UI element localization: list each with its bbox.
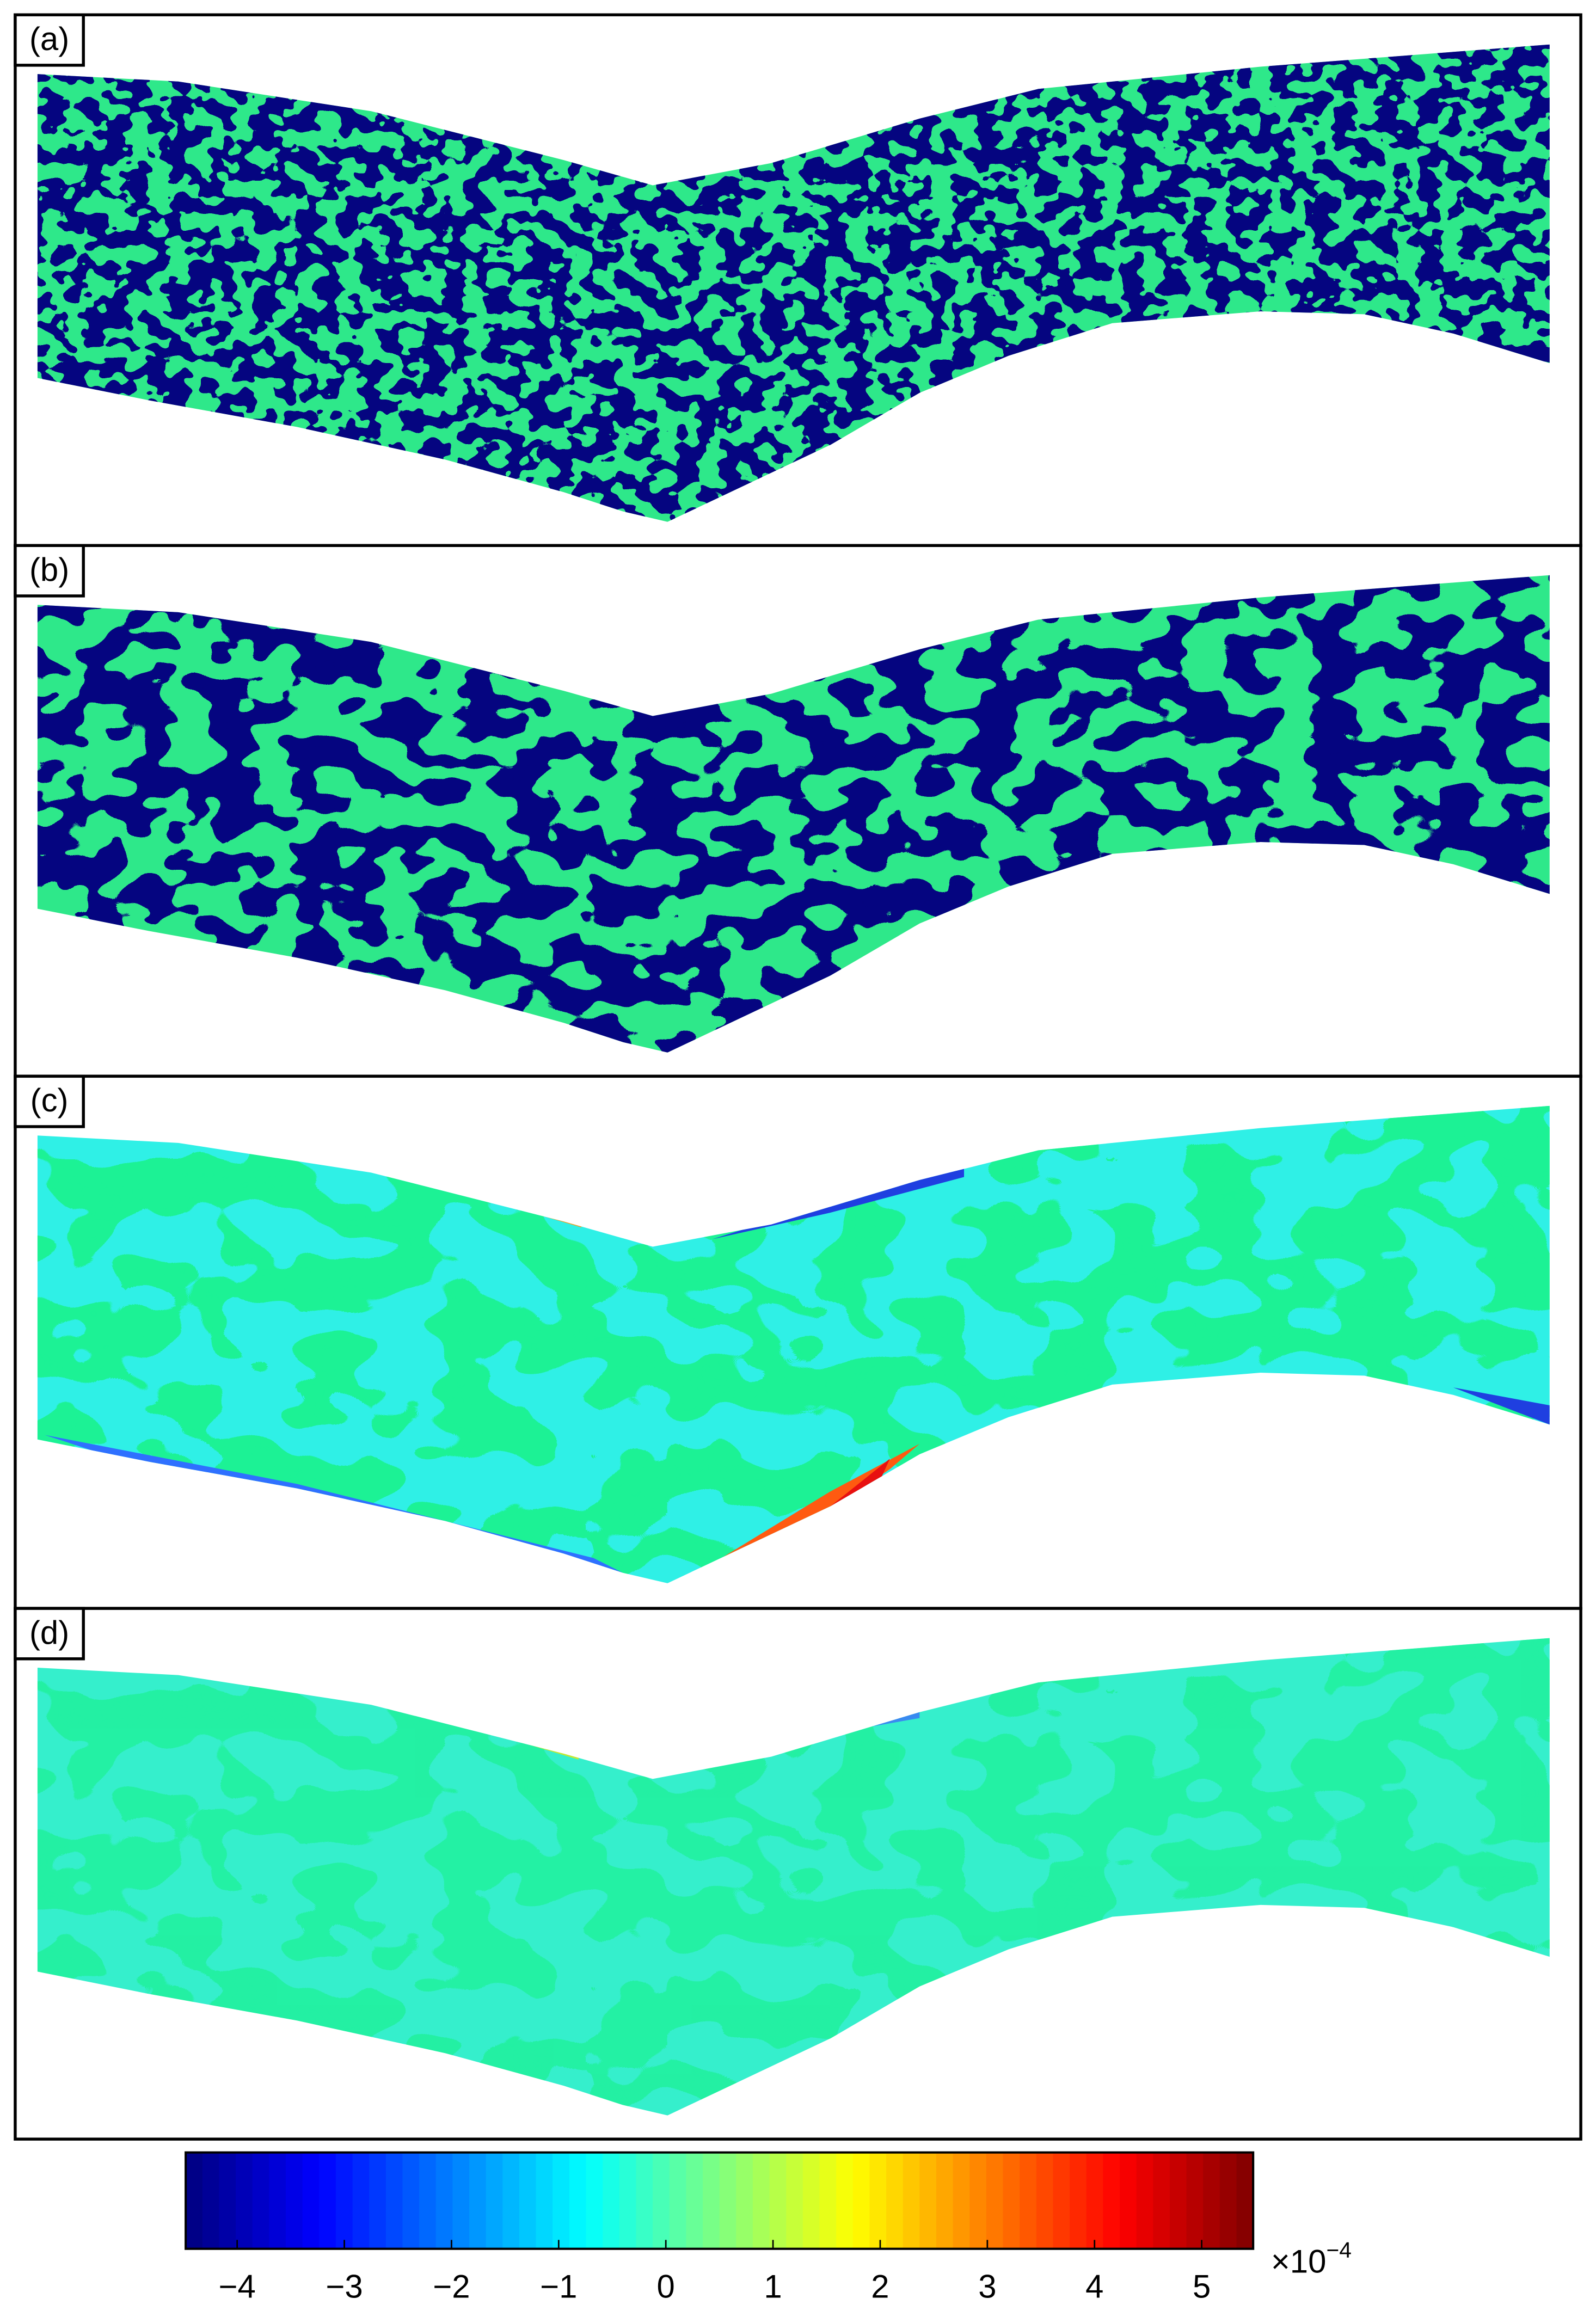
colorbar-segment xyxy=(1136,2152,1154,2249)
colorbar-segment xyxy=(1186,2152,1204,2249)
colorbar-segment xyxy=(1103,2152,1121,2249)
colorbar-segment xyxy=(1053,2152,1071,2249)
panel-label-box xyxy=(14,1607,85,1661)
colorbar-segment xyxy=(969,2152,987,2249)
colorbar-segment xyxy=(302,2152,320,2249)
colorbar-segment xyxy=(603,2152,621,2249)
colorbar-segment xyxy=(786,2152,804,2249)
colorbar-segment xyxy=(269,2152,287,2249)
colorbar-segment xyxy=(686,2152,704,2249)
colorbar-tick-label: 2 xyxy=(871,2269,889,2305)
panel-b xyxy=(14,544,1582,1078)
colorbar-segment xyxy=(452,2152,470,2249)
colorbar-segment xyxy=(619,2152,637,2249)
panel-d xyxy=(14,1607,1582,2141)
colorbar-segment xyxy=(886,2152,904,2249)
colorbar-segment xyxy=(1203,2152,1221,2249)
multiplier-base: ×10 xyxy=(1271,2243,1327,2279)
panel-label: (b) xyxy=(29,551,69,588)
colorbar-segment xyxy=(1086,2152,1104,2249)
colorbar-segment xyxy=(1219,2152,1238,2249)
colorbar-segment xyxy=(536,2152,554,2249)
colorbar-segment xyxy=(186,2152,204,2249)
colorbar-segment xyxy=(836,2152,854,2249)
colorbar-segment xyxy=(802,2152,821,2249)
colorbar-segment xyxy=(919,2152,937,2249)
colorbar: −4 −3 −2 −1 0 1 2 3 4 5×10−4 xyxy=(185,2151,1352,2305)
colorbar-tick-label: −2 xyxy=(433,2269,470,2305)
colorbar-segment xyxy=(869,2152,887,2249)
colorbar-segment xyxy=(319,2152,337,2249)
colorbar-frame xyxy=(185,2151,1255,2250)
colorbar-segment xyxy=(719,2152,737,2249)
panel-a xyxy=(14,13,1582,548)
colorbar-segment xyxy=(1003,2152,1021,2249)
colorbar-segment xyxy=(852,2152,871,2249)
colorbar-segment xyxy=(569,2152,587,2249)
colorbar-tick-label: 3 xyxy=(978,2269,996,2305)
colorbar-tick-label: 1 xyxy=(764,2269,782,2305)
colorbar-multiplier: ×10−4 xyxy=(1271,2238,1352,2279)
colorbar-segment xyxy=(519,2152,537,2249)
colorbar-segment xyxy=(903,2152,920,2249)
colorbar-segment xyxy=(219,2152,237,2249)
panel-c xyxy=(14,1074,1582,1610)
colorbar-segment xyxy=(285,2152,304,2249)
colorbar-tick-label: −1 xyxy=(540,2269,577,2305)
colorbar-tick-label: −4 xyxy=(218,2269,255,2305)
colorbar-segment xyxy=(653,2152,671,2249)
colorbar-segment xyxy=(1169,2152,1188,2249)
colorbar-segment xyxy=(369,2152,387,2249)
colorbar-segment xyxy=(586,2152,604,2249)
colorbar-segment xyxy=(502,2152,520,2249)
colorbar-segment xyxy=(252,2152,270,2249)
panel-label-box xyxy=(14,13,85,67)
colorbar-segment xyxy=(1236,2152,1254,2249)
colorbar-tick-label: 5 xyxy=(1193,2269,1211,2305)
colorbar-segment xyxy=(736,2152,754,2249)
colorbar-segment xyxy=(986,2152,1004,2249)
colorbar-segment xyxy=(419,2152,437,2249)
colorbar-segment xyxy=(435,2152,454,2249)
colorbar-segment xyxy=(553,2152,570,2249)
panel-label: (a) xyxy=(29,21,69,57)
colorbar-tick-label: 0 xyxy=(657,2269,675,2305)
colorbar-segment xyxy=(636,2152,654,2249)
colorbar-segment xyxy=(936,2152,954,2249)
colorbar-segment xyxy=(335,2152,354,2249)
colorbar-segment xyxy=(1120,2152,1138,2249)
colorbar-segment xyxy=(752,2152,771,2249)
panel-label-box xyxy=(14,544,85,598)
colorbar-segment xyxy=(236,2152,254,2249)
colorbar-segment xyxy=(819,2152,837,2249)
panel-label-box xyxy=(14,1074,85,1128)
colorbar-segment xyxy=(486,2152,504,2249)
colorbar-tick-label: −3 xyxy=(326,2269,363,2305)
panel-label: (c) xyxy=(30,1082,69,1118)
panel-label: (d) xyxy=(29,1614,69,1651)
colorbar-segment xyxy=(385,2152,404,2249)
colorbar-segment xyxy=(202,2152,220,2249)
colorbar-segment xyxy=(769,2152,787,2249)
colorbar-segment xyxy=(402,2152,420,2249)
colorbar-segment xyxy=(703,2152,721,2249)
colorbar-tick-label: 4 xyxy=(1085,2269,1103,2305)
colorbar-segment xyxy=(1036,2152,1054,2249)
colorbar-segment xyxy=(669,2152,687,2249)
colorbar-segment xyxy=(1153,2152,1171,2249)
colorbar-segment xyxy=(352,2152,370,2249)
colorbar-segment xyxy=(469,2152,487,2249)
colorbar-segment xyxy=(953,2152,971,2249)
colorbar-segment xyxy=(1020,2152,1038,2249)
colorbar-segment xyxy=(1070,2152,1088,2249)
multiplier-exponent: −4 xyxy=(1326,2238,1352,2263)
